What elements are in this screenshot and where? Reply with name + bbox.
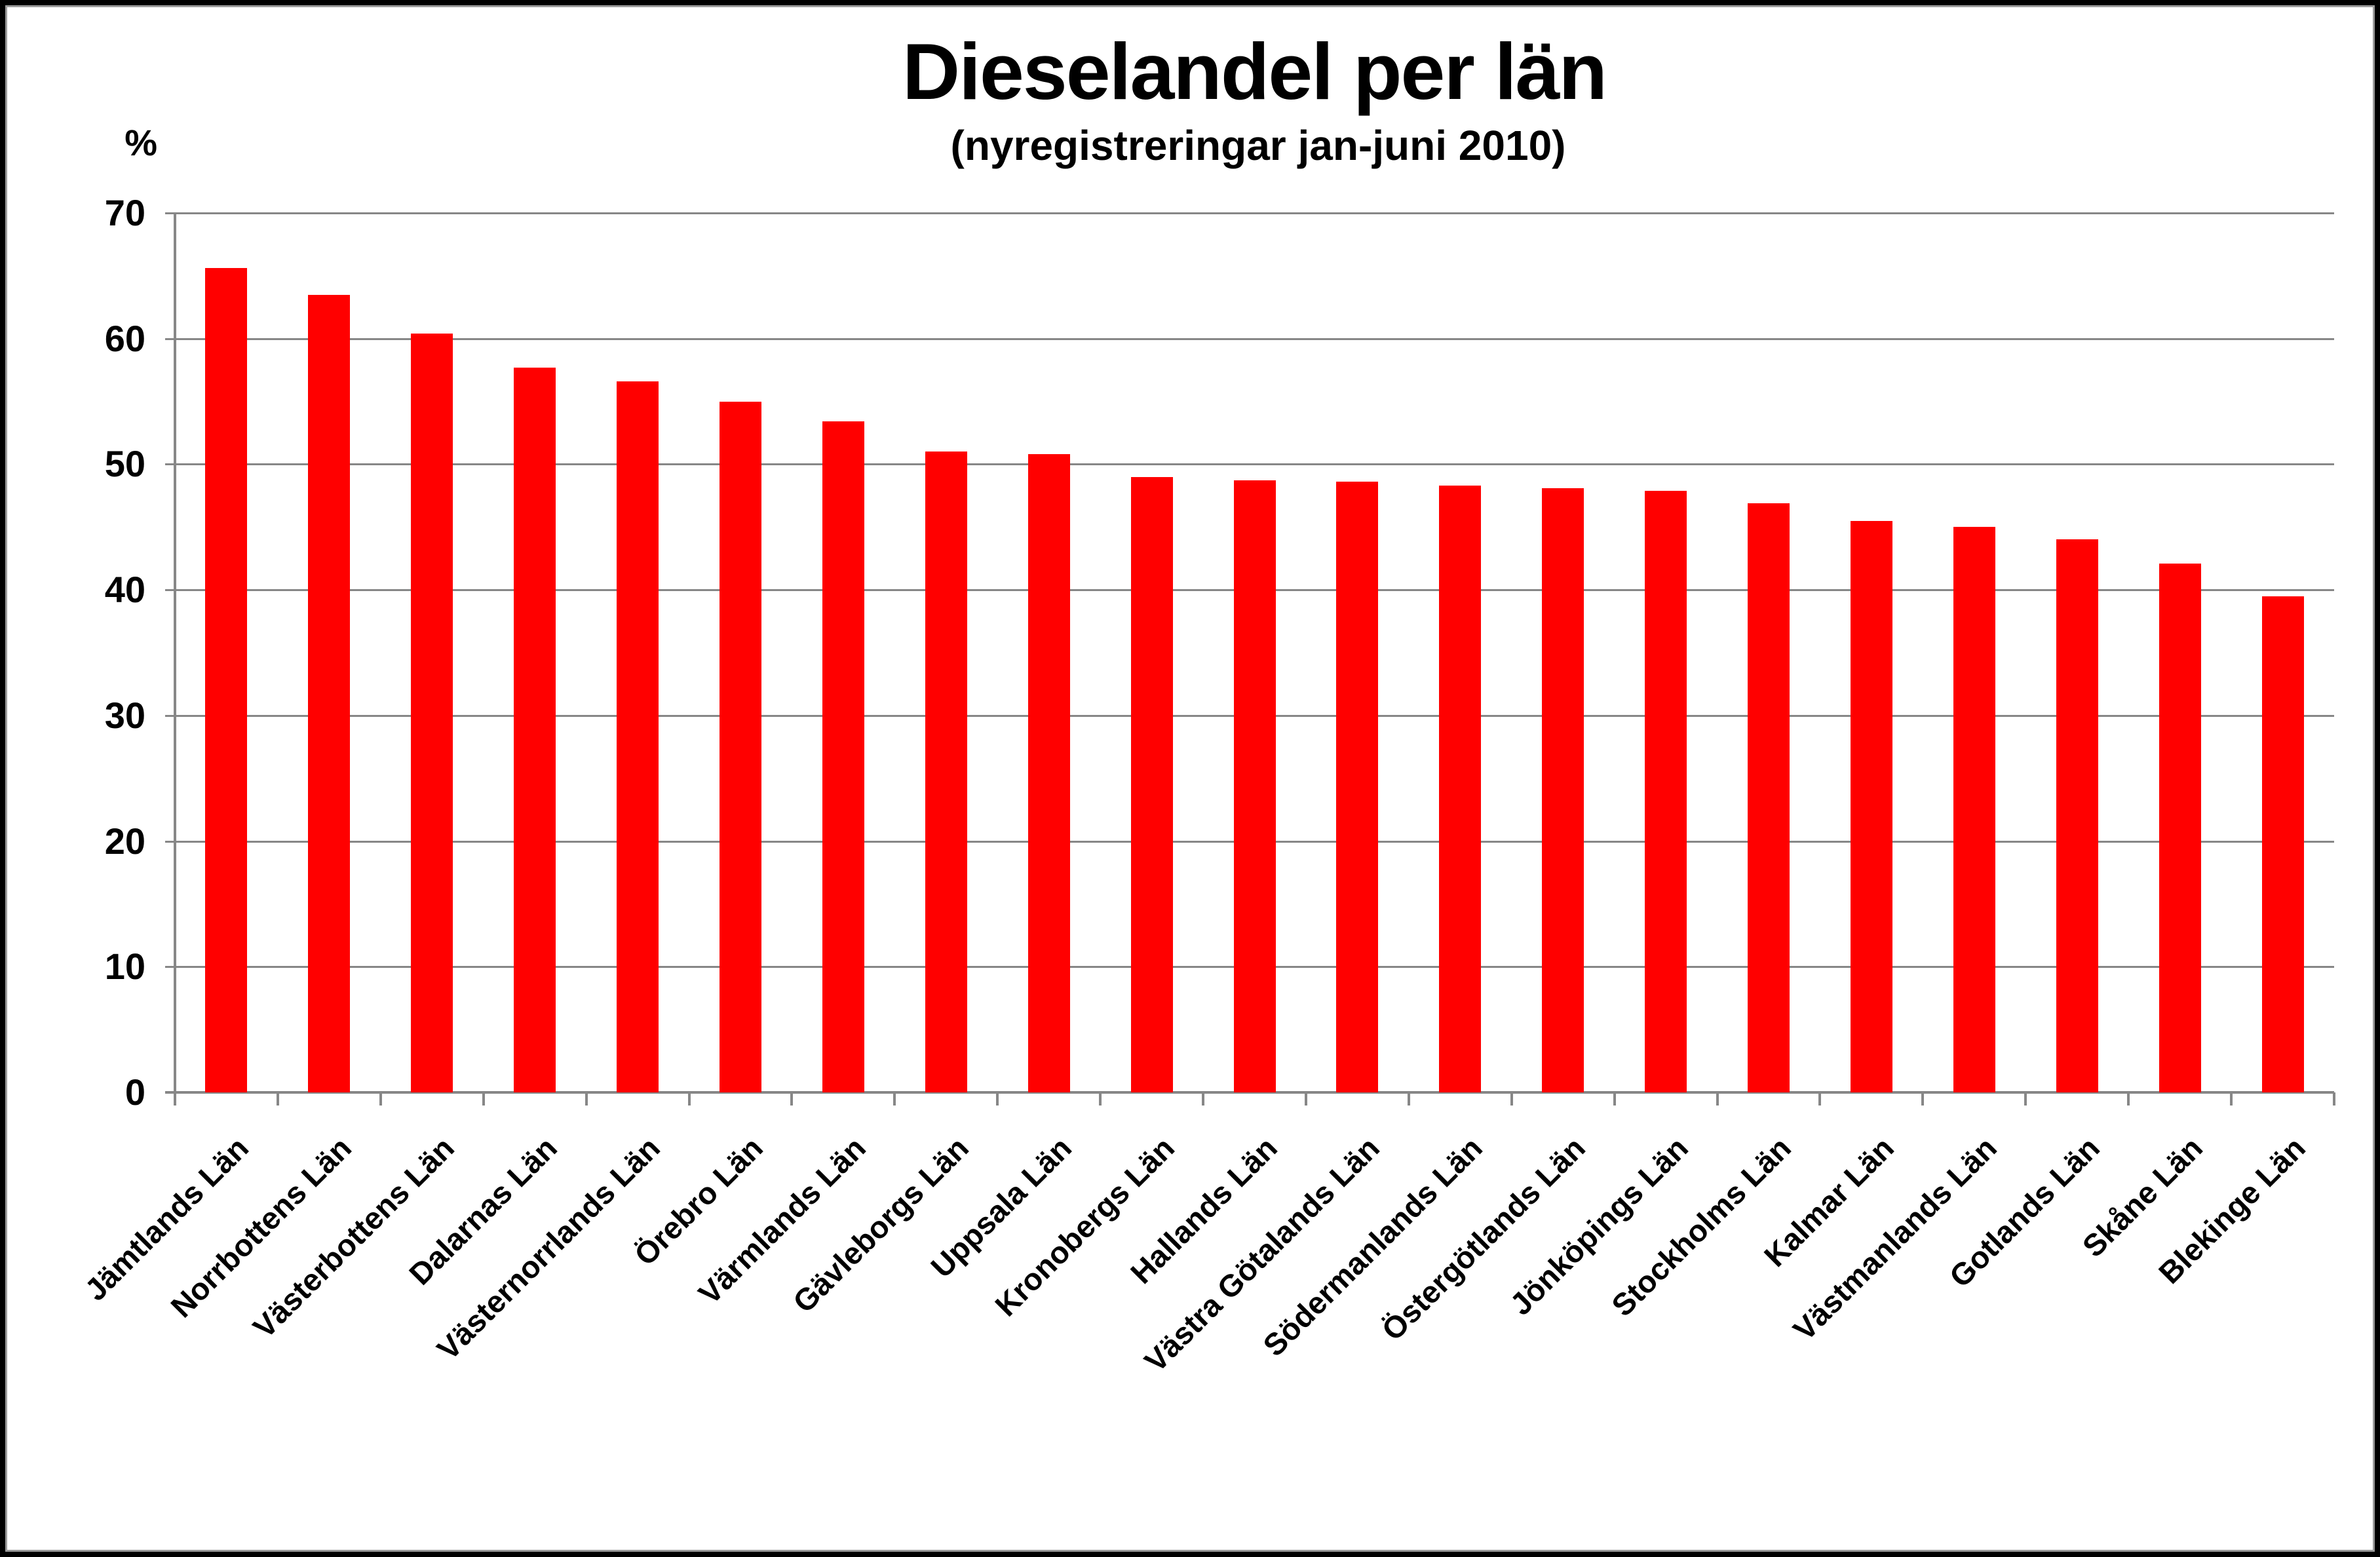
x-axis-tick — [379, 1092, 382, 1105]
x-axis-tick — [1099, 1092, 1102, 1105]
x-axis-tick — [2024, 1092, 2027, 1105]
category-label: Blekinge Län — [2151, 1130, 2312, 1290]
category-label: Västmanlands Län — [1786, 1130, 2003, 1347]
category-label: Stockholms Län — [1604, 1130, 1798, 1323]
y-axis-line — [174, 212, 176, 1105]
bar--sterg-tlands-l-n — [1542, 488, 1584, 1092]
category-label: Jönköpings Län — [1503, 1130, 1695, 1322]
y-axis-label-60: 60 — [104, 317, 145, 359]
category-label: Örebro Län — [627, 1130, 770, 1273]
x-axis-tick — [2127, 1092, 2130, 1105]
x-axis-tick — [1407, 1092, 1410, 1105]
x-axis-tick — [1510, 1092, 1513, 1105]
category-label: Västra Götalands Län — [1138, 1130, 1387, 1379]
category-label: Södermanlands Län — [1256, 1130, 1489, 1363]
x-axis-tick — [893, 1092, 896, 1105]
x-axis-tick — [1304, 1092, 1307, 1105]
bar-stockholms-l-n — [1748, 503, 1790, 1092]
bar-s-dermanlands-l-n — [1439, 486, 1482, 1092]
y-axis-label-40: 40 — [104, 569, 145, 611]
category-label: Gotlands Län — [1942, 1130, 2106, 1294]
gridline-70 — [165, 212, 2334, 214]
x-axis-tick — [1716, 1092, 1719, 1105]
category-label: Västerbottens Län — [246, 1130, 461, 1345]
category-label: Skåne Län — [2075, 1130, 2209, 1264]
category-label: Kronobergs Län — [988, 1130, 1181, 1323]
y-axis-label-30: 30 — [104, 694, 145, 736]
x-axis-tick — [482, 1092, 485, 1105]
y-axis-label-70: 70 — [104, 192, 145, 233]
chart-subtitle: (nyregistreringar jan-juni 2010) — [950, 122, 1566, 169]
bar-hallands-l-n — [1233, 480, 1276, 1092]
bar-kalmar-l-n — [1850, 520, 1892, 1092]
y-axis-label-50: 50 — [104, 443, 145, 485]
category-label: Gävleborgs Län — [786, 1130, 975, 1320]
bar-j-mtlands-l-n — [205, 268, 248, 1092]
x-axis-tick — [2333, 1092, 2335, 1105]
x-axis-tick — [790, 1092, 794, 1105]
bar-blekinge-l-n — [2261, 596, 2304, 1092]
gridline-50 — [165, 463, 2334, 466]
bar-v-stra-g-talands-l-n — [1336, 482, 1379, 1092]
bar-norrbottens-l-n — [308, 294, 351, 1092]
bar--rebro-l-n — [719, 401, 761, 1092]
x-axis-tick — [585, 1092, 588, 1105]
bar-v-sternorrlands-l-n — [617, 381, 659, 1092]
bar-j-nk-pings-l-n — [1645, 490, 1687, 1092]
category-label: Kalmar Län — [1757, 1130, 1900, 1274]
bar-g-vleborgs-l-n — [925, 452, 967, 1092]
category-label: Uppsala Län — [923, 1130, 1078, 1284]
x-axis-tick — [687, 1092, 691, 1105]
y-axis-label-20: 20 — [104, 820, 145, 862]
category-label: Dalarnas Län — [402, 1130, 564, 1292]
x-axis-tick — [1818, 1092, 1822, 1105]
bar-dalarnas-l-n — [514, 367, 556, 1092]
bar-kronobergs-l-n — [1130, 476, 1173, 1092]
category-label: Västernorrlands Län — [430, 1130, 667, 1367]
y-axis-label-10: 10 — [104, 946, 145, 988]
x-axis-tick — [276, 1092, 279, 1105]
bar-sk-ne-l-n — [2159, 563, 2201, 1092]
x-axis-tick — [1202, 1092, 1205, 1105]
category-label: Värmlands Län — [691, 1130, 872, 1311]
x-axis-tick — [2230, 1092, 2233, 1105]
chart-title: Dieselandel per län — [902, 27, 1607, 116]
gridline-60 — [165, 337, 2334, 340]
category-label: Östergötlands Län — [1375, 1130, 1592, 1347]
y-axis-unit-label: % — [125, 122, 157, 163]
x-axis-line — [165, 1091, 2334, 1094]
x-axis-tick — [996, 1092, 999, 1105]
y-axis-label-0: 0 — [125, 1071, 145, 1113]
x-axis-tick — [1613, 1092, 1616, 1105]
category-label: Hallands Län — [1123, 1130, 1284, 1290]
bar-v-sterbottens-l-n — [411, 334, 453, 1092]
bar-v-stmanlands-l-n — [1953, 527, 1995, 1092]
bar-v-rmlands-l-n — [822, 421, 864, 1092]
x-axis-tick — [1921, 1092, 1925, 1105]
bar-gotlands-l-n — [2056, 539, 2098, 1092]
bar-uppsala-l-n — [1027, 454, 1070, 1092]
